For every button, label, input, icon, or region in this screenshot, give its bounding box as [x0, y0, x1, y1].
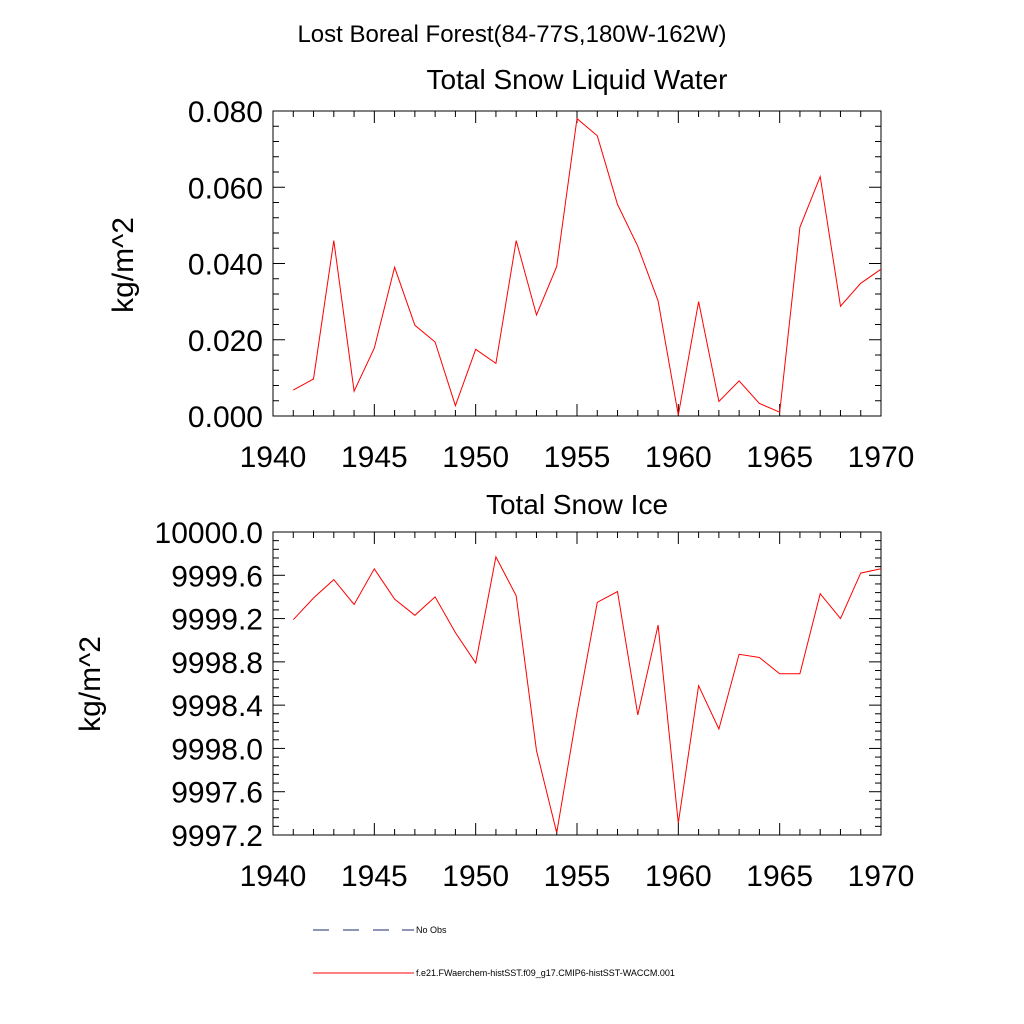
y-tick-label: 0.080	[188, 96, 263, 129]
x-tick-label: 1950	[442, 860, 509, 893]
plot-frame	[272, 531, 882, 836]
x-tick-label: 1970	[848, 860, 915, 893]
y-tick-label: 0.000	[188, 401, 263, 434]
series-line	[292, 555, 882, 833]
y-tick-label: 0.040	[188, 249, 263, 282]
y-axis-label: kg/m^2	[74, 636, 107, 732]
y-tick-label: 9999.2	[171, 604, 263, 637]
y-tick-label: 10000.0	[155, 517, 263, 550]
x-tick-label: 1970	[848, 441, 915, 474]
y-tick-label: 9997.6	[171, 777, 263, 810]
figure-suptitle: Lost Boreal Forest(84-77S,180W-162W)	[297, 21, 726, 48]
y-tick-label: 0.060	[188, 172, 263, 205]
x-tick-label: 1945	[341, 860, 408, 893]
legend-label-model: f.e21.FWaerchem-histSST.f09_g17.CMIP6-hi…	[416, 968, 675, 978]
x-tick-label: 1955	[544, 860, 611, 893]
x-tick-label: 1965	[746, 441, 813, 474]
x-tick-label: 1960	[645, 441, 712, 474]
x-tick-label: 1950	[442, 441, 509, 474]
x-tick-label: 1940	[240, 860, 307, 893]
series-line	[293, 117, 882, 416]
legend-label-no-obs: No Obs	[416, 925, 447, 935]
y-tick-label: 9999.6	[171, 560, 263, 593]
chart-title: Total Snow Liquid Water	[427, 64, 728, 95]
y-axis-label: kg/m^2	[107, 217, 140, 313]
x-tick-label: 1955	[544, 441, 611, 474]
panel-total-snow-liquid-water: Total Snow Liquid Water kg/m^2 1940 1945 1…	[107, 64, 914, 474]
y-tick-label: 9998.4	[171, 690, 263, 723]
x-tick-label: 1965	[746, 860, 813, 893]
x-tick-label: 1940	[240, 441, 307, 474]
panel-total-snow-ice: Total Snow Ice kg/m^2 1940 1945 1950 1955 19…	[74, 489, 914, 893]
legend: No Obs f.e21.FWaerchem-histSST.f09_g17.C…	[313, 925, 675, 978]
x-tick-label: 1960	[645, 860, 712, 893]
chart-title: Total Snow Ice	[486, 489, 668, 520]
y-tick-label: 9997.2	[171, 820, 263, 853]
y-tick-label: 9998.0	[171, 733, 263, 766]
y-tick-label: 0.020	[188, 325, 263, 358]
x-tick-label: 1945	[341, 441, 408, 474]
y-tick-label: 9998.8	[171, 647, 263, 680]
